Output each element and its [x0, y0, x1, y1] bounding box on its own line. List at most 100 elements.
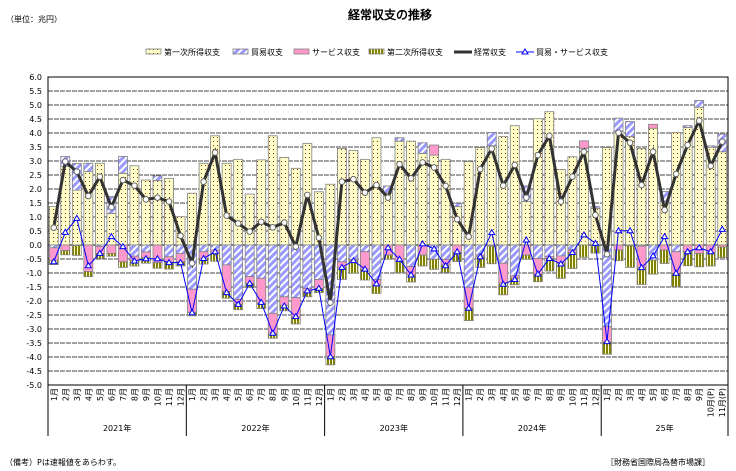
month-label: 1月: [326, 388, 335, 401]
month-label: 11月: [580, 388, 589, 406]
month-label: 7月: [534, 388, 543, 401]
legend-swatch: [232, 48, 249, 55]
y-tick-label: -2.0: [26, 297, 42, 306]
y-tick-label: -4.5: [26, 367, 42, 376]
circle-marker: [384, 194, 392, 201]
unit-label: （単位：兆円）: [6, 14, 62, 24]
bar-segment: [360, 158, 370, 246]
triangle-marker: [234, 300, 243, 307]
y-tick-label: 0.5: [29, 227, 42, 236]
triangle-marker: [72, 214, 81, 221]
month-label: 9月: [557, 388, 566, 401]
bar-segment: [417, 254, 428, 267]
circle-marker: [142, 196, 150, 203]
month-label: 3月: [626, 388, 635, 401]
triangle-marker: [499, 280, 508, 287]
triangle-marker: [660, 232, 669, 240]
bar-segment: [636, 267, 647, 285]
bar-segment: [233, 244, 244, 300]
y-tick-label: 2.0: [29, 185, 42, 194]
circle-marker: [223, 212, 230, 219]
month-label: 2月: [200, 388, 209, 401]
y-tick-label: -3.5: [26, 339, 42, 348]
bar-segment: [118, 156, 128, 174]
triangle-marker: [95, 249, 104, 256]
bar-segment: [671, 244, 682, 253]
bar-segment: [682, 125, 693, 128]
triangle-marker: [395, 255, 404, 262]
circle-marker: [649, 148, 657, 156]
y-tick-label: -1.5: [26, 283, 42, 292]
circle-marker: [338, 178, 346, 186]
circle-marker: [511, 161, 519, 169]
bar-segment: [279, 244, 290, 298]
triangle-marker: [603, 337, 611, 345]
month-label: 11月(P): [718, 388, 727, 417]
legend-swatch: [368, 48, 385, 55]
bar-segment: [106, 244, 117, 254]
bar-segment: [348, 149, 359, 246]
circle-marker: [246, 228, 253, 235]
bar-segment: [83, 171, 94, 246]
triangle-marker: [280, 302, 289, 309]
month-label: 2月: [615, 388, 624, 401]
bar-segment: [613, 249, 624, 262]
bar-segment: [463, 244, 474, 288]
bar-segment: [337, 244, 347, 263]
lines: [49, 116, 727, 360]
bar-segment: [648, 127, 658, 246]
triangle-marker: [637, 263, 646, 271]
triangle-marker: [510, 275, 519, 282]
bar-segment: [555, 244, 566, 257]
bar-segment: [705, 252, 716, 267]
circle-marker: [373, 181, 380, 189]
circle-marker: [292, 243, 300, 250]
month-label: 1月: [50, 388, 59, 401]
triangle-marker: [188, 308, 196, 316]
legend-item: 貿易・サービス収支: [516, 47, 608, 57]
month-label: 2月: [338, 388, 347, 401]
month-label: 11月: [303, 388, 312, 406]
month-label: 10月(P): [707, 388, 716, 417]
circle-marker: [592, 211, 599, 219]
triangle-marker: [211, 247, 220, 255]
month-label: 7月: [672, 388, 681, 401]
y-tick-label: -0.5: [26, 255, 42, 264]
triangle-marker: [453, 247, 462, 255]
plot-frame: [47, 76, 729, 386]
source-credit: ［財務省国際局為替市場課］: [606, 457, 710, 467]
bar-segment: [509, 125, 520, 246]
month-label: 6月: [522, 388, 531, 401]
month-label: 8月: [130, 388, 139, 401]
circle-marker: [569, 173, 576, 180]
triangle-marker: [338, 263, 346, 270]
circle-marker: [672, 170, 680, 178]
month-label: 4月: [361, 388, 370, 401]
bar-segment: [141, 244, 151, 253]
month-label: 5月: [234, 388, 243, 401]
triangle-marker: [130, 256, 139, 264]
circle-marker: [546, 132, 553, 140]
bar-segment: [532, 244, 543, 259]
circle-marker: [85, 192, 92, 200]
y-tick-label: 2.5: [29, 171, 42, 180]
bar-segment: [579, 244, 589, 258]
bar-segment: [579, 140, 589, 149]
triangle-marker: [580, 230, 588, 238]
bar-segment: [141, 179, 151, 246]
month-label: 5月: [649, 388, 658, 401]
triangle-marker: [176, 258, 185, 266]
circle-marker: [361, 189, 369, 196]
circle-marker: [695, 117, 703, 124]
circle-marker: [465, 233, 472, 240]
y-tick-label: 4.5: [29, 115, 42, 124]
bar-segment: [498, 244, 509, 264]
bar-segment: [532, 118, 543, 246]
circle-marker: [257, 218, 265, 226]
circle-marker: [234, 220, 242, 227]
bar-segment: [521, 254, 532, 260]
circle-marker: [442, 182, 449, 190]
bar-segment: [440, 244, 451, 260]
month-label: 8月: [269, 388, 278, 401]
